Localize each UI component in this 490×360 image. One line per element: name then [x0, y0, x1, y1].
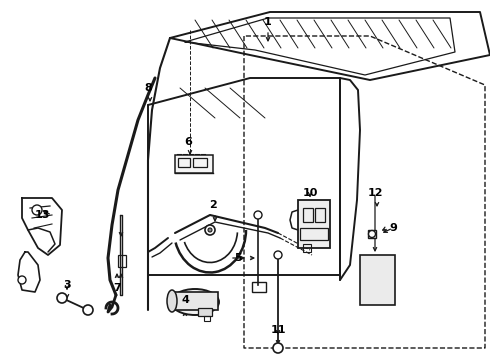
Text: 12: 12 [367, 188, 383, 198]
Bar [178, 158, 190, 167]
Text: 3: 3 [63, 280, 71, 290]
Circle shape [273, 343, 283, 353]
Text: 11: 11 [270, 325, 286, 335]
Text: 13: 13 [34, 210, 49, 220]
Bar [252, 282, 266, 292]
Circle shape [254, 211, 262, 219]
Circle shape [208, 228, 212, 232]
Circle shape [83, 305, 93, 315]
Bar [315, 208, 325, 222]
Text: 9: 9 [389, 223, 397, 233]
Circle shape [32, 205, 42, 215]
Text: 7: 7 [113, 283, 121, 293]
Bar [204, 316, 210, 321]
Circle shape [18, 276, 26, 284]
Bar [198, 308, 212, 316]
Text: 10: 10 [302, 188, 318, 198]
Ellipse shape [171, 289, 219, 315]
Bar [360, 255, 395, 305]
Bar [193, 158, 207, 167]
Text: 1: 1 [264, 17, 272, 27]
Text: 4: 4 [181, 295, 189, 305]
Bar [303, 208, 313, 222]
Bar [303, 244, 311, 252]
Text: 2: 2 [209, 200, 217, 210]
Text: 8: 8 [144, 83, 152, 93]
Bar [300, 228, 328, 240]
Bar [298, 200, 330, 248]
Bar [172, 292, 218, 310]
Circle shape [368, 230, 375, 238]
Circle shape [57, 293, 67, 303]
Bar [175, 155, 213, 173]
Text: 6: 6 [184, 137, 192, 147]
Circle shape [205, 225, 215, 235]
Circle shape [274, 251, 282, 259]
Bar [118, 255, 126, 267]
Text: 5: 5 [234, 253, 242, 263]
Bar [368, 230, 376, 238]
Ellipse shape [167, 290, 177, 312]
